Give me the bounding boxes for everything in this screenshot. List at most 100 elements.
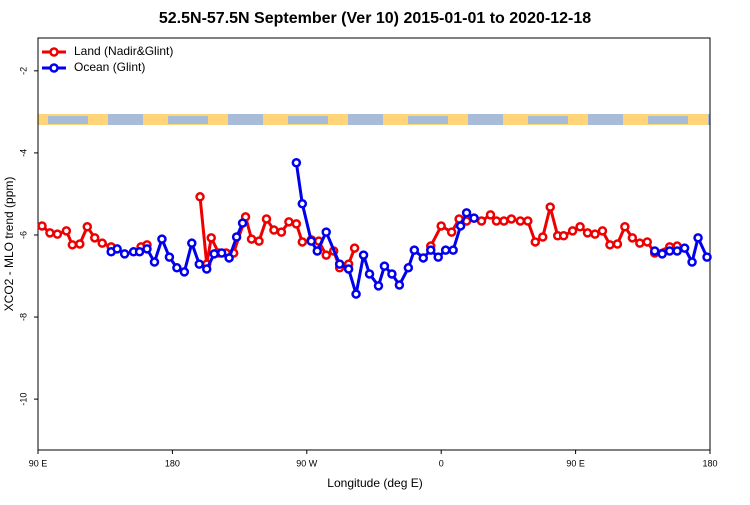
point — [387, 269, 397, 279]
point — [657, 249, 667, 259]
x-tick-label: 90 W — [296, 458, 318, 468]
point — [284, 217, 294, 227]
point — [291, 219, 302, 229]
y-axis-label: XCO2 - MLO trend (ppm) — [2, 177, 16, 312]
y-tick-label: -8 — [18, 313, 28, 321]
point — [142, 244, 152, 254]
point — [37, 221, 47, 231]
point — [499, 216, 509, 226]
legend-label: Land (Nadir&Glint) — [74, 44, 173, 58]
legend: Land (Nadir&Glint) Ocean (Glint) — [42, 44, 173, 74]
y-tick-label: -10 — [18, 393, 28, 406]
point — [45, 228, 55, 238]
point — [515, 216, 526, 226]
point — [582, 228, 593, 238]
x-tick-label: 0 — [439, 458, 444, 468]
point — [485, 210, 496, 220]
point — [276, 227, 287, 237]
point — [461, 208, 472, 218]
point — [433, 252, 443, 262]
legend-marker — [49, 47, 59, 57]
point — [635, 238, 645, 248]
point — [409, 245, 420, 255]
y-tick-label: -4 — [18, 149, 28, 157]
point — [672, 246, 682, 256]
x-tick-label: 90 E — [566, 458, 585, 468]
point — [82, 222, 93, 232]
point — [149, 257, 160, 267]
point — [537, 232, 548, 242]
point — [61, 226, 72, 236]
point — [476, 216, 487, 226]
point — [612, 239, 623, 249]
point — [312, 246, 323, 256]
point — [649, 246, 660, 256]
x-axis-label: Longitude (deg E) — [327, 476, 422, 490]
point — [491, 216, 502, 226]
point — [89, 233, 100, 243]
point — [394, 280, 405, 290]
point — [179, 267, 190, 277]
point — [575, 222, 585, 232]
point — [216, 248, 227, 258]
point — [545, 202, 555, 212]
point — [231, 232, 242, 242]
point — [605, 240, 615, 250]
point — [379, 261, 390, 271]
legend-marker — [49, 63, 59, 73]
point — [687, 257, 697, 267]
point — [164, 252, 175, 262]
point — [351, 289, 361, 299]
point — [403, 263, 414, 273]
point — [567, 226, 578, 236]
point — [306, 236, 317, 246]
point — [343, 264, 354, 274]
point — [702, 252, 712, 262]
point — [358, 250, 369, 260]
point — [321, 250, 331, 260]
point — [209, 249, 219, 259]
x-tick-label: 90 E — [29, 458, 48, 468]
point — [134, 247, 145, 257]
map-strip — [38, 114, 710, 125]
point — [269, 225, 279, 235]
point — [373, 281, 384, 291]
point — [206, 233, 216, 243]
y-tick-label: -6 — [18, 231, 28, 239]
point — [67, 240, 78, 250]
point — [237, 218, 248, 228]
point — [261, 214, 272, 224]
point — [425, 245, 436, 255]
point — [119, 249, 130, 259]
point — [246, 234, 257, 244]
point — [291, 157, 302, 168]
point — [172, 263, 182, 273]
point — [194, 259, 205, 269]
point — [224, 253, 234, 263]
point — [558, 231, 569, 241]
point — [620, 222, 630, 232]
plot-frame — [37, 37, 711, 451]
point — [297, 237, 308, 247]
point — [440, 245, 451, 255]
point — [52, 229, 63, 239]
point — [436, 221, 446, 231]
point — [590, 229, 600, 239]
point — [97, 238, 107, 248]
point — [364, 269, 375, 279]
point — [201, 264, 212, 274]
legend-label: Ocean (Glint) — [74, 60, 145, 74]
point — [195, 192, 205, 202]
point — [254, 236, 264, 246]
point — [349, 243, 360, 253]
point — [297, 199, 308, 209]
point — [455, 221, 466, 231]
point — [523, 216, 533, 226]
series-line — [110, 162, 709, 295]
point — [679, 243, 690, 253]
point — [112, 244, 122, 254]
point — [664, 246, 675, 256]
point — [506, 214, 517, 224]
point — [530, 237, 541, 247]
